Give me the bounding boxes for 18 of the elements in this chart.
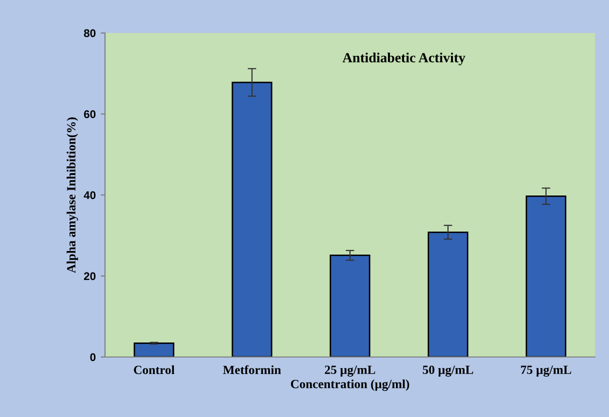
x-tick-label: Control (134, 365, 175, 374)
bar (134, 342, 174, 357)
x-axis-title: Concentration (µg/ml) (290, 379, 410, 391)
x-tick-label: 50 µg/mL (422, 366, 474, 377)
bar (526, 196, 566, 357)
y-tick-label: 20 (84, 272, 96, 280)
bar (330, 254, 370, 357)
y-tick-label: 0 (90, 353, 96, 362)
y-tick-label: 40 (84, 191, 96, 200)
text: Antidiabetic Activity (342, 52, 466, 66)
y-axis-title: Alpha amylase Inhibition(%) (66, 117, 78, 274)
x-tick-label: 75 µg/mL (521, 366, 572, 377)
x-tick-label: Metformin (223, 365, 281, 374)
bar (428, 232, 468, 357)
y-tick-label: 60 (84, 110, 96, 118)
x-tick-label: 25 µg/mL (324, 366, 376, 377)
bar (232, 82, 272, 357)
y-tick-label: 80 (84, 29, 96, 38)
